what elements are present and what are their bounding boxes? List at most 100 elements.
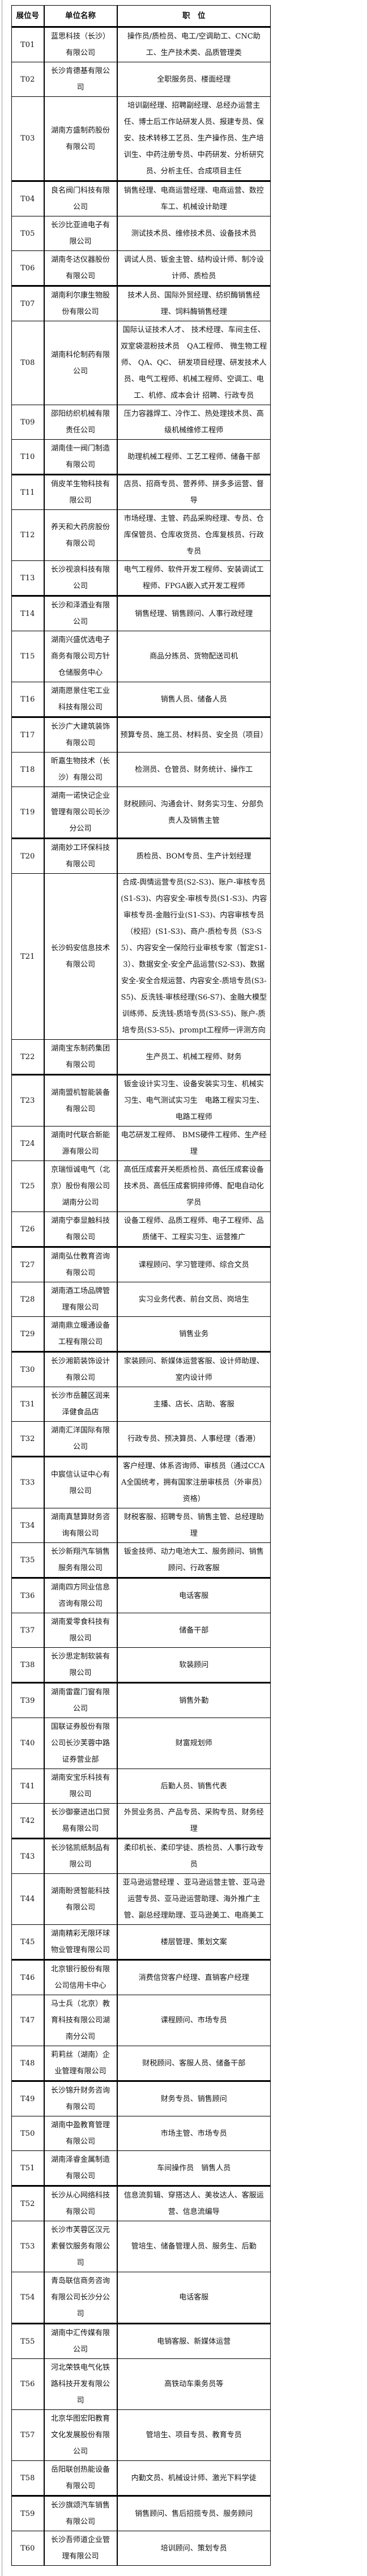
table-row: T56 河北荣铁电气化铁路科技开发有限公司 高铁动车乘务员等 — [11, 2358, 271, 2410]
company-cell: 马士兵（北京）教育科技有限公司湖南分公司 — [44, 1995, 118, 2046]
company-cell: 长沙蚂安信息技术有限公司 — [44, 873, 118, 1040]
booth-cell: T22 — [11, 1039, 45, 1076]
table-row: T52 长沙从心网络科技有限公司 信息流剪辑、穿搭达人、美妆达人、客服运营、信息流编… — [11, 2186, 271, 2221]
booth-cell: T06 — [11, 250, 45, 287]
booth-cell: T26 — [11, 1212, 45, 1248]
table-row: T59 长沙旗颂汽车销售有限公司 销售顾问、售后招揽专员、服务顾问 — [11, 2496, 271, 2531]
table-row: T29 湖南鼎立暖通设备工程有限公司 销售业务 — [11, 1316, 271, 1353]
table-row: T57 北京华图宏阳教育文化发展股份有限公司 管培生、项目专员、教育专员 — [11, 2409, 271, 2461]
positions-cell: 助理机械工程师、工艺工程师、储备干部 — [117, 439, 271, 475]
company-cell: 湖南汇洋国际有限公司 — [44, 1421, 118, 1457]
page-left-rule — [1, 0, 3, 2576]
table-row: T48 莉莉丝（湖南）企业管理有限公司 财税顾问、客服人员、储备干部 — [11, 2046, 271, 2082]
booth-cell: T52 — [11, 2186, 45, 2221]
booth-cell: T49 — [11, 2081, 45, 2116]
company-cell: 长沙锦升财务咨询有限公司 — [44, 2081, 118, 2116]
positions-cell: 销售业务 — [117, 1316, 271, 1353]
company-cell: 蓝思科技（长沙）有限公司 — [44, 27, 118, 62]
company-cell: 湖南科伦制药有限公司 — [44, 321, 118, 405]
company-cell: 莉莉丝（湖南）企业管理有限公司 — [44, 2046, 118, 2082]
company-cell: 湖南方盛制药股份有限公司 — [44, 96, 118, 182]
booth-cell: T44 — [11, 1873, 45, 1925]
company-cell: 湖南一诺快记企业管理有限公司长沙分公司 — [44, 787, 118, 839]
table-row: T43 长沙铭凯纸制品有限公司 柔印机长、柔印学徒、质检员、人事行政专员 — [11, 1838, 271, 1874]
booth-cell: T53 — [11, 2221, 45, 2272]
positions-cell: 生产员工、机械工程师、财务 — [117, 1039, 271, 1076]
company-cell: 湖南兴盛优选电子商务有限公司方针仓储服务中心 — [44, 631, 118, 682]
booth-cell: T55 — [11, 2323, 45, 2359]
table-row: T07 湖南利尔康生物股份有限公司 技术人员、国际外贸经理、纺织酶销售经理、饲料酶销… — [11, 286, 271, 321]
positions-cell: 消费信贷客户经理、直销客户经理 — [117, 1959, 271, 1995]
header-booth: 展位号 — [11, 5, 45, 28]
table-row: T58 岳阳联创热能设备有限公司 内勤文员、机械设计师、激光下料学徒 — [11, 2460, 271, 2497]
company-cell: 湖南四方同业信息咨询有限公司 — [44, 1578, 118, 1613]
table-row: T51 湖南泽睿金属制造有限公司 车间操作员 销售人员 — [11, 2150, 271, 2187]
booth-cell: T11 — [11, 474, 45, 510]
booth-cell: T35 — [11, 1542, 45, 1579]
booth-cell: T03 — [11, 96, 45, 182]
booth-cell: T36 — [11, 1578, 45, 1613]
table-row: T12 养天和大药房股份有限公司 市场经理、主管、药品采购经理、专员、仓库保管员、仓… — [11, 509, 271, 561]
booth-cell: T04 — [11, 181, 45, 216]
positions-cell: 电销客服、新媒体运营 — [117, 2323, 271, 2359]
positions-cell: 储备干部 — [117, 1613, 271, 1648]
company-cell: 湖南利尔康生物股份有限公司 — [44, 286, 118, 321]
table-row: T36 湖南四方同业信息咨询有限公司 电话客服 — [11, 1578, 271, 1613]
table-row: T54 青岛联信商务咨询有限公司长沙分公司 电话客服 — [11, 2272, 271, 2324]
company-cell: 湖南宝东制药集团有限公司 — [44, 1039, 118, 1076]
company-cell: 长沙市芙蓉区汉元素餐饮服务有限公司 — [44, 2221, 118, 2272]
table-row: T21 长沙蚂安信息技术有限公司 合成-舆情运营专员(S2-S3)、账户-审核专员(… — [11, 873, 271, 1040]
positions-cell: 预算专员、施工员、材料员、安全员（项目） — [117, 717, 271, 753]
booth-cell: T25 — [11, 1161, 45, 1212]
booth-cell: T20 — [11, 838, 45, 874]
company-cell: 河北荣铁电气化铁路科技开发有限公司 — [44, 2358, 118, 2410]
booth-cell: T28 — [11, 1282, 45, 1317]
booth-cell: T46 — [11, 1959, 45, 1995]
table-row: T53 长沙市芙蓉区汉元素餐饮服务有限公司 管培生、储备管理人员、服务生、后勤 — [11, 2221, 271, 2272]
table-row: T17 长沙广大建筑装饰有限公司 预算专员、施工员、材料员、安全员（项目） — [11, 717, 271, 753]
table-row: T11 俏皮羊生物科技有限公司 店员、招商专员、营养师、拼多多运营、督导 — [11, 474, 271, 510]
company-cell: 湖南安宝乐科技有限公司 — [44, 1769, 118, 1804]
company-cell: 湖南弘仕教育咨询有限公司 — [44, 1247, 118, 1282]
positions-cell: 技术人员、国际外贸经理、纺织酶销售经理、饲料酶销售经理 — [117, 286, 271, 321]
table-row: T24 湖南时代联合新能源有限公司 电芯研发工程师、 BMS硬件工程师、生产经理 — [11, 1126, 271, 1161]
company-cell: 中宸信认证中心有限公司 — [44, 1456, 118, 1508]
positions-cell: 信息流剪辑、穿搭达人、美妆达人、客服运营、信息流编导 — [117, 2186, 271, 2221]
booth-cell: T48 — [11, 2046, 45, 2082]
positions-cell: 车间操作员 销售人员 — [117, 2150, 271, 2187]
table-row: T60 长沙吾师道企业管理有限公司 培训顾问、策划专员 — [11, 2531, 271, 2566]
table-row: T40 国联证券股份有限公司长沙芙蓉中路证券营业部 财富规划师 — [11, 1718, 271, 1769]
company-cell: 长沙比亚迪电子有限公司 — [44, 216, 118, 251]
table-row: T42 长沙御豪进出口贸易有限公司 外贸业务员、产品专员、采购专员、财务经理 — [11, 1803, 271, 1839]
positions-cell: 财税顾问、客服人员、储备干部 — [117, 2046, 271, 2082]
booth-cell: T40 — [11, 1718, 45, 1769]
table-row: T20 湖南妙工环保科技有限公司 质检员、BOM专员、生产计划经理 — [11, 838, 271, 874]
company-cell: 湖南盼贤智能科技有限公司 — [44, 1873, 118, 1925]
booth-cell: T16 — [11, 682, 45, 718]
table-row: T18 昕嘉生物技术（长沙）有限公司 检测员、仓管员、财务统计、操作工 — [11, 752, 271, 787]
positions-cell: 家装顾问、新媒体运营客服、设计师助理、室内设计师 — [117, 1351, 271, 1387]
positions-cell: 课程顾问、学习管理师、综合文员 — [117, 1247, 271, 1282]
table-row: T19 湖南一诺快记企业管理有限公司长沙分公司 财税顾问、沟通会计、财务实习生、分部… — [11, 787, 271, 839]
booth-cell: T41 — [11, 1769, 45, 1804]
table-row: T27 湖南弘仕教育咨询有限公司 课程顾问、学习管理师、综合文员 — [11, 1247, 271, 1282]
job-fair-table: 展位号 单位名称 职 位 T01 蓝思科技（长沙）有限公司 操作员/质检员、电工/空… — [11, 5, 271, 2566]
table-row: T01 蓝思科技（长沙）有限公司 操作员/质检员、电工/空调助工、CNC助工、生产技… — [11, 27, 271, 62]
booth-cell: T29 — [11, 1316, 45, 1353]
company-cell: 长沙湘箭装饰设计有限公司 — [44, 1351, 118, 1387]
positions-cell: 调试人员、钣金主管、结构设计师、制冷设计师、质检员 — [117, 250, 271, 287]
booth-cell: T37 — [11, 1613, 45, 1648]
company-cell: 湖南妙工环保科技有限公司 — [44, 838, 118, 874]
booth-cell: T54 — [11, 2272, 45, 2324]
booth-cell: T09 — [11, 405, 45, 440]
company-cell: 湖南精彩无限环球物业管理有限公司 — [44, 1924, 118, 1961]
company-cell: 湖南佳一阀门制造有限公司 — [44, 439, 118, 475]
company-cell: 长沙和泽酒业有限公司 — [44, 596, 118, 631]
table-body: T01 蓝思科技（长沙）有限公司 操作员/质检员、电工/空调助工、CNC助工、生产技… — [11, 27, 271, 2566]
table-row: T30 长沙湘箭装饰设计有限公司 家装顾问、新媒体运营客服、设计师助理、室内设计师 — [11, 1351, 271, 1387]
company-cell: 湖南冬达仪器股份有限公司 — [44, 250, 118, 287]
positions-cell: 软装顾问 — [117, 1647, 271, 1684]
header-company: 单位名称 — [44, 5, 118, 28]
company-cell: 昕嘉生物技术（长沙）有限公司 — [44, 752, 118, 787]
positions-cell: 钣金设计实习生、设备安装实习生、机械实习生、电气测试实习生 电路工程实习生、电路… — [117, 1074, 271, 1127]
